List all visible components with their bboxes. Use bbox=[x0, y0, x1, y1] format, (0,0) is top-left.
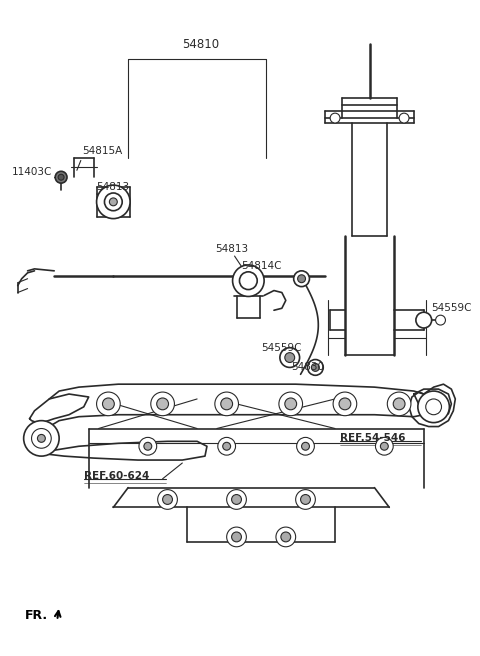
Text: 54559C: 54559C bbox=[432, 303, 472, 314]
Circle shape bbox=[294, 271, 310, 287]
Circle shape bbox=[296, 489, 315, 509]
Circle shape bbox=[58, 174, 64, 180]
Circle shape bbox=[281, 532, 291, 542]
Circle shape bbox=[231, 495, 241, 504]
Circle shape bbox=[280, 348, 300, 367]
Circle shape bbox=[221, 398, 233, 410]
Circle shape bbox=[276, 527, 296, 547]
Text: 54813: 54813 bbox=[215, 244, 248, 254]
Circle shape bbox=[105, 193, 122, 211]
Circle shape bbox=[144, 442, 152, 450]
Circle shape bbox=[285, 398, 297, 410]
Circle shape bbox=[37, 434, 45, 442]
Circle shape bbox=[215, 392, 239, 416]
Circle shape bbox=[240, 272, 257, 289]
Text: 54810: 54810 bbox=[182, 37, 219, 51]
Circle shape bbox=[300, 495, 311, 504]
Circle shape bbox=[301, 442, 310, 450]
Circle shape bbox=[298, 275, 305, 283]
Circle shape bbox=[435, 315, 445, 325]
Text: 54830: 54830 bbox=[291, 362, 324, 373]
Circle shape bbox=[139, 438, 156, 455]
Text: 54815A: 54815A bbox=[82, 146, 122, 155]
Circle shape bbox=[312, 363, 319, 371]
Circle shape bbox=[151, 392, 174, 416]
Circle shape bbox=[387, 392, 411, 416]
Circle shape bbox=[103, 398, 114, 410]
Circle shape bbox=[233, 265, 264, 297]
Text: 54559C: 54559C bbox=[261, 342, 301, 353]
Circle shape bbox=[223, 442, 230, 450]
Circle shape bbox=[297, 438, 314, 455]
Circle shape bbox=[279, 392, 302, 416]
Circle shape bbox=[227, 489, 246, 509]
Circle shape bbox=[418, 391, 449, 422]
Text: FR.: FR. bbox=[24, 609, 48, 623]
Circle shape bbox=[308, 359, 323, 375]
Circle shape bbox=[375, 438, 393, 455]
Text: 54813: 54813 bbox=[96, 182, 130, 192]
Text: REF.60-624: REF.60-624 bbox=[84, 471, 149, 481]
Circle shape bbox=[416, 312, 432, 328]
Text: 54814C: 54814C bbox=[241, 261, 282, 271]
Circle shape bbox=[231, 532, 241, 542]
Circle shape bbox=[285, 353, 295, 363]
Circle shape bbox=[96, 185, 130, 218]
Circle shape bbox=[399, 113, 409, 123]
Circle shape bbox=[333, 392, 357, 416]
Text: REF.54-546: REF.54-546 bbox=[340, 434, 406, 443]
Circle shape bbox=[55, 171, 67, 183]
Circle shape bbox=[227, 527, 246, 547]
Circle shape bbox=[32, 428, 51, 448]
Circle shape bbox=[156, 398, 168, 410]
Circle shape bbox=[96, 392, 120, 416]
Text: 11403C: 11403C bbox=[12, 167, 52, 177]
Circle shape bbox=[381, 442, 388, 450]
Circle shape bbox=[339, 398, 351, 410]
Circle shape bbox=[158, 489, 178, 509]
Circle shape bbox=[393, 398, 405, 410]
Circle shape bbox=[109, 198, 117, 206]
Circle shape bbox=[218, 438, 236, 455]
Circle shape bbox=[330, 113, 340, 123]
Circle shape bbox=[426, 399, 442, 415]
Circle shape bbox=[24, 420, 59, 456]
Circle shape bbox=[163, 495, 172, 504]
